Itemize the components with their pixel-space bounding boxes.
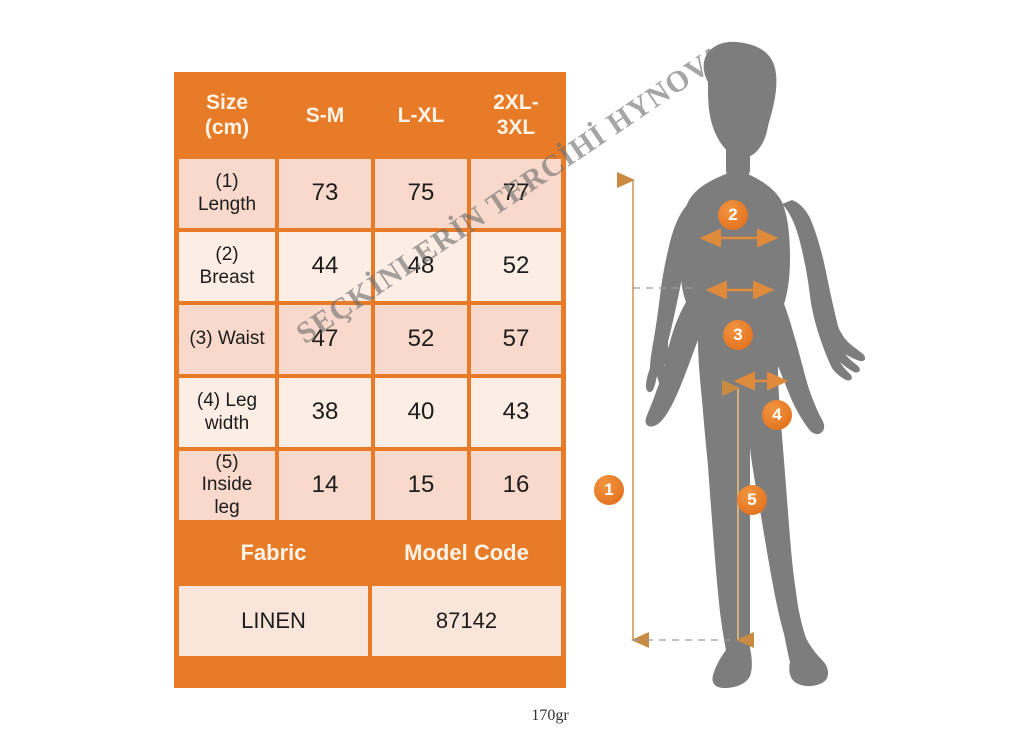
row-label-line3: leg [214,496,240,518]
cell-insideleg-lxl: 15 [373,449,469,522]
table-row: (2) Breast 44 48 52 [177,230,563,303]
cell-waist-2xl3xl: 57 [469,303,563,376]
row-label-waist: (3) Waist [177,303,277,376]
row-label-line2: Length [197,193,257,215]
header-cell-size: Size (cm) [177,75,277,157]
header-2xl-line2: 3XL [496,116,536,139]
table-row: (3) Waist 47 52 57 [177,303,563,376]
row-label-line1: (1) [215,171,239,193]
measurement-marker-5: 5 [737,485,767,515]
cell-legwidth-lxl: 40 [373,376,469,449]
cell-breast-2xl3xl: 52 [469,230,563,303]
header-cell-model-code: Model Code [370,522,563,584]
cell-insideleg-2xl3xl: 16 [469,449,563,522]
row-label-length: (1) Length [177,157,277,230]
table-row: (1) Length 73 75 77 [177,157,563,230]
table-row: (5) Inside leg 14 15 16 [177,449,563,522]
body-silhouette [645,41,866,688]
row-label-line2: Inside [201,474,253,496]
cell-insideleg-sm: 14 [277,449,373,522]
fabric-weight-label: 170gr [531,707,569,724]
cell-length-lxl: 75 [373,157,469,230]
size-chart-table: Size (cm) S-M L-XL 2XL- 3XL (1) Length 7… [174,72,566,688]
header-cell-fabric: Fabric [177,522,370,584]
cell-breast-lxl: 48 [373,230,469,303]
cell-waist-sm: 47 [277,303,373,376]
row-label-line2: Breast [199,266,255,288]
cell-legwidth-2xl3xl: 43 [469,376,563,449]
measurement-marker-4: 4 [762,400,792,430]
measurement-marker-3: 3 [723,320,753,350]
cell-breast-sm: 44 [277,230,373,303]
header-size-line1: Size [205,91,249,115]
row-label-leg-width: (4) Leg width [177,376,277,449]
header-cell-lxl: L-XL [373,75,469,157]
header-cell-2xl-3xl: 2XL- 3XL [469,75,563,157]
row-label-line2: width [204,412,250,434]
fabric-value-row: LINEN 87142 [177,584,563,658]
row-label-line1: (3) Waist [189,328,265,350]
row-label-line1: (2) [215,244,239,266]
header-size-line2: (cm) [204,116,250,139]
table-header-row: Size (cm) S-M L-XL 2XL- 3XL [177,75,563,157]
row-label-line1: (5) [215,451,239,473]
header-2xl-line1: 2XL- [493,91,539,115]
row-label-breast: (2) Breast [177,230,277,303]
row-label-inside-leg: (5) Inside leg [177,449,277,522]
cell-fabric-value: LINEN [177,584,370,658]
female-silhouette-svg [617,41,866,688]
measurement-figure: 1 2 3 4 5 [590,20,1010,740]
cell-legwidth-sm: 38 [277,376,373,449]
cell-model-code-value: 87142 [370,584,563,658]
measurement-marker-2: 2 [718,200,748,230]
row-label-line1: (4) Leg [196,390,258,412]
header-cell-sm: S-M [277,75,373,157]
cell-length-sm: 73 [277,157,373,230]
cell-length-2xl3xl: 77 [469,157,563,230]
measurement-marker-1: 1 [594,475,624,505]
cell-waist-lxl: 52 [373,303,469,376]
fabric-header-row: Fabric Model Code [177,522,563,584]
table-row: (4) Leg width 38 40 43 [177,376,563,449]
